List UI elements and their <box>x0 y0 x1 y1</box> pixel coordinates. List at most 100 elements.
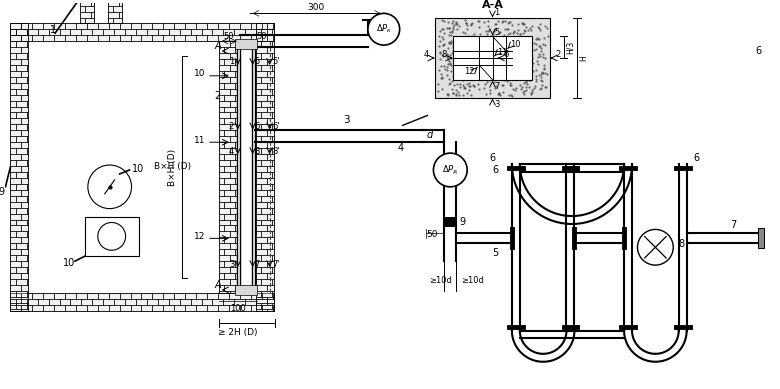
Bar <box>219 190 225 196</box>
Bar <box>54 35 65 41</box>
Bar <box>27 231 28 237</box>
Bar <box>272 291 274 297</box>
Bar <box>163 293 174 299</box>
Bar <box>261 29 272 35</box>
Text: 50: 50 <box>224 32 234 41</box>
Bar <box>272 112 274 118</box>
Bar <box>85 217 140 256</box>
Bar <box>267 154 274 160</box>
Bar <box>239 293 250 299</box>
Bar <box>27 196 28 202</box>
Bar <box>256 196 261 202</box>
Bar <box>108 293 119 299</box>
Bar <box>225 237 236 243</box>
Bar <box>207 305 218 311</box>
Text: 2: 2 <box>229 122 234 131</box>
Bar <box>230 101 237 107</box>
Bar <box>28 41 219 293</box>
Bar <box>87 35 98 41</box>
Bar <box>267 309 274 311</box>
Bar <box>16 208 27 214</box>
Bar <box>236 71 237 77</box>
Bar <box>10 303 16 309</box>
Bar <box>225 71 236 77</box>
Bar <box>16 219 27 226</box>
Bar <box>179 29 190 35</box>
Bar <box>10 23 28 311</box>
Bar <box>27 243 28 249</box>
Bar <box>27 53 28 59</box>
Bar <box>113 18 122 23</box>
Bar <box>16 279 27 285</box>
Bar <box>261 160 272 166</box>
Text: 5: 5 <box>255 58 260 67</box>
Bar <box>256 279 261 285</box>
Text: 11: 11 <box>194 136 206 145</box>
Bar <box>219 273 225 279</box>
Text: 8: 8 <box>255 147 260 156</box>
Bar <box>230 267 237 273</box>
Bar <box>261 172 272 178</box>
Bar <box>219 65 230 71</box>
Bar <box>230 124 237 130</box>
Bar <box>92 29 103 35</box>
Bar <box>21 130 28 136</box>
Text: 8: 8 <box>441 51 447 60</box>
Bar <box>267 202 274 208</box>
Bar <box>218 293 229 299</box>
Bar <box>10 65 16 71</box>
Bar <box>21 178 28 184</box>
Bar <box>32 305 43 311</box>
Bar <box>256 214 267 219</box>
Bar <box>261 23 272 29</box>
Bar <box>196 23 207 29</box>
Bar <box>10 299 16 305</box>
Text: 6: 6 <box>255 122 260 131</box>
Bar <box>256 35 267 41</box>
Bar <box>207 293 218 299</box>
Bar <box>272 255 274 261</box>
Bar <box>261 65 272 71</box>
Bar <box>219 208 230 214</box>
Bar <box>230 136 237 142</box>
Text: 7: 7 <box>255 259 260 269</box>
Bar <box>10 77 16 83</box>
Bar <box>141 35 152 41</box>
Bar <box>261 112 272 118</box>
Bar <box>256 65 261 71</box>
Bar <box>27 29 37 35</box>
Bar <box>43 23 54 29</box>
Bar <box>225 226 236 231</box>
Bar <box>130 35 141 41</box>
Bar <box>234 29 245 35</box>
Bar <box>27 303 28 309</box>
Text: 6: 6 <box>489 153 495 163</box>
Bar <box>261 148 272 154</box>
Bar <box>219 89 230 95</box>
Bar <box>108 7 113 12</box>
Bar <box>219 41 230 47</box>
Bar <box>65 35 76 41</box>
Bar <box>119 293 130 299</box>
Bar <box>125 299 136 305</box>
Bar <box>267 226 274 231</box>
Bar <box>174 23 185 29</box>
Bar <box>230 219 237 226</box>
Bar <box>219 95 225 101</box>
Bar <box>16 196 27 202</box>
Bar <box>758 228 764 248</box>
Bar <box>10 95 21 101</box>
Bar <box>80 7 85 12</box>
Bar <box>103 29 114 35</box>
Bar <box>236 107 237 112</box>
Bar <box>219 136 230 142</box>
Bar <box>256 226 267 231</box>
Bar <box>108 23 119 29</box>
Bar <box>219 154 225 160</box>
Bar <box>10 101 16 107</box>
Bar <box>10 279 16 285</box>
Bar <box>230 184 237 190</box>
Bar <box>10 226 21 231</box>
Bar <box>267 35 274 41</box>
Bar <box>225 273 236 279</box>
